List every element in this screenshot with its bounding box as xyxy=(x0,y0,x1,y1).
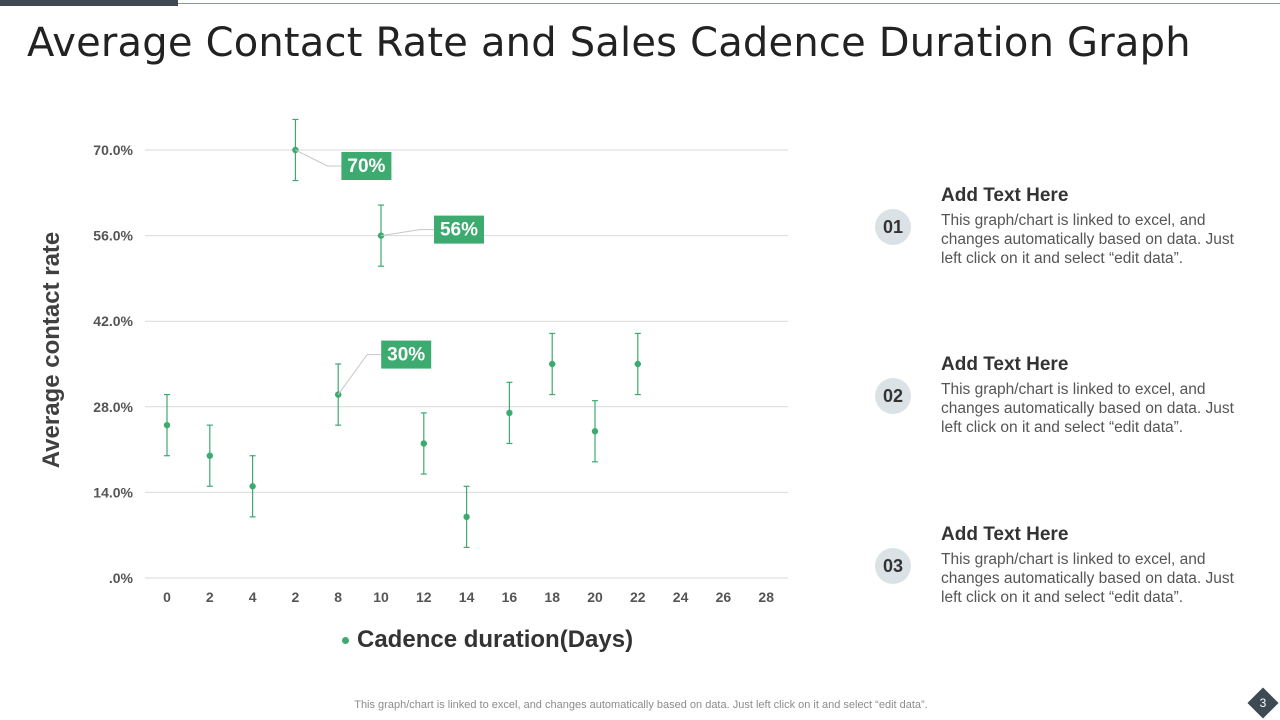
data-point[interactable] xyxy=(591,428,599,435)
chart-legend: Cadence duration(Days) xyxy=(342,626,633,654)
note-number-badge: 03 xyxy=(875,548,911,584)
callout-leader-line xyxy=(337,354,382,395)
callout-leader-line xyxy=(380,229,434,237)
callout-box xyxy=(434,215,484,244)
data-point[interactable] xyxy=(206,452,213,459)
y-tick-label: 56.0% xyxy=(93,228,133,244)
x-tick-label: 24 xyxy=(673,589,689,605)
data-point[interactable] xyxy=(506,409,513,417)
callout-box xyxy=(381,340,432,369)
note-body[interactable]: This graph/chart is linked to excel, and… xyxy=(941,381,1234,436)
callout-box xyxy=(341,152,392,180)
data-point[interactable] xyxy=(163,421,171,429)
page-title: Average Contact Rate and Sales Cadence D… xyxy=(27,20,1191,66)
footer-note: This graph/chart is linked to excel, and… xyxy=(354,699,928,711)
top-accent-bar xyxy=(0,0,178,6)
note-number-badge: 01 xyxy=(875,209,911,245)
data-point[interactable] xyxy=(463,513,470,521)
x-tick-label: 4 xyxy=(249,589,257,605)
callout-label: 30% xyxy=(387,345,425,366)
page-number: 3 xyxy=(1259,696,1267,710)
data-point[interactable] xyxy=(420,440,427,447)
y-tick-label: 28.0% xyxy=(93,399,133,415)
data-point[interactable] xyxy=(249,483,256,490)
callout-leader-line xyxy=(295,149,342,167)
data-point[interactable] xyxy=(292,146,299,154)
callout-label: 70% xyxy=(347,156,385,177)
legend-marker-icon xyxy=(342,637,349,645)
note-body[interactable]: This graph/chart is linked to excel, and… xyxy=(941,551,1234,606)
y-tick-label: 14.0% xyxy=(93,484,133,500)
x-tick-label: 26 xyxy=(716,589,732,605)
x-tick-label: 22 xyxy=(630,589,646,605)
x-tick-label: 0 xyxy=(163,589,171,605)
x-tick-label: 28 xyxy=(758,589,774,605)
x-tick-label: 14 xyxy=(459,589,475,605)
x-tick-label: 20 xyxy=(587,589,603,605)
note-body[interactable]: This graph/chart is linked to excel, and… xyxy=(941,212,1234,267)
callout-label: 56% xyxy=(440,220,478,241)
x-tick-label: 8 xyxy=(334,589,342,605)
data-point[interactable] xyxy=(549,360,556,368)
legend-label: Cadence duration(Days) xyxy=(357,626,634,653)
note-heading[interactable]: Add Text Here xyxy=(941,524,1069,545)
top-rule-line xyxy=(178,3,1280,4)
x-tick-label: 2 xyxy=(206,589,214,605)
x-tick-label: 18 xyxy=(544,589,560,605)
note-heading[interactable]: Add Text Here xyxy=(941,185,1069,206)
x-tick-label: 12 xyxy=(416,589,432,605)
note-heading[interactable]: Add Text Here xyxy=(941,354,1069,375)
x-tick-label: 10 xyxy=(373,589,389,605)
x-tick-label: 16 xyxy=(502,589,518,605)
data-point[interactable] xyxy=(634,360,641,368)
y-axis-label: Average contact rate xyxy=(38,231,65,469)
y-tick-label: 70.0% xyxy=(93,142,133,158)
note-number-badge: 02 xyxy=(875,378,911,414)
x-tick-label: 2 xyxy=(292,589,300,605)
y-tick-label: .0% xyxy=(109,570,134,586)
y-tick-label: 42.0% xyxy=(93,313,133,329)
